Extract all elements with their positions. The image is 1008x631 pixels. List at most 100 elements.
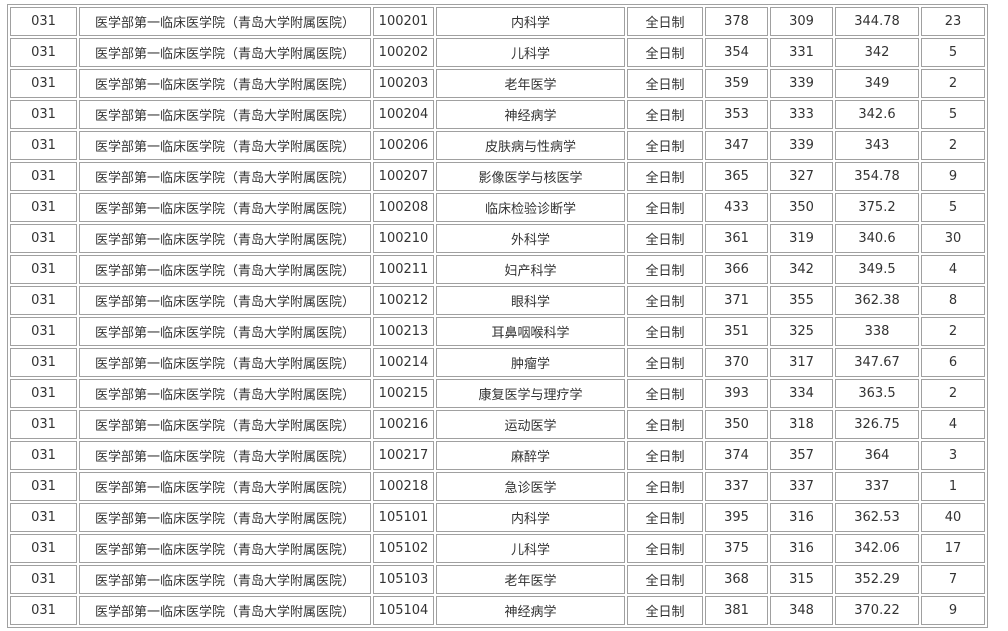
- major-name-cell: 神经病学: [436, 100, 625, 129]
- table-row: 031 医学部第一临床医学院（青岛大学附属医院） 100206 皮肤病与性病学 全日制 3…: [10, 131, 985, 160]
- college-code-cell: 031: [10, 131, 77, 160]
- table-row: 031 医学部第一临床医学院（青岛大学附属医院） 100204 神经病学 全日制 353 3…: [10, 100, 985, 129]
- avg-score-cell: 375.2: [835, 193, 919, 222]
- admitted-count-cell: 40: [921, 503, 985, 532]
- max-score-cell: 393: [705, 379, 768, 408]
- study-mode-cell: 全日制: [627, 317, 703, 346]
- max-score-cell: 374: [705, 441, 768, 470]
- college-code-cell: 031: [10, 7, 77, 36]
- min-score-cell: 318: [770, 410, 833, 439]
- table-row: 031 医学部第一临床医学院（青岛大学附属医院） 100208 临床检验诊断学 全日制 4…: [10, 193, 985, 222]
- major-code-cell: 100208: [373, 193, 434, 222]
- max-score-cell: 395: [705, 503, 768, 532]
- major-code-cell: 100211: [373, 255, 434, 284]
- college-code-cell: 031: [10, 379, 77, 408]
- major-code-cell: 105101: [373, 503, 434, 532]
- admitted-count-cell: 30: [921, 224, 985, 253]
- avg-score-cell: 363.5: [835, 379, 919, 408]
- major-name-cell: 老年医学: [436, 69, 625, 98]
- min-score-cell: 315: [770, 565, 833, 594]
- min-score-cell: 316: [770, 534, 833, 563]
- avg-score-cell: 338: [835, 317, 919, 346]
- study-mode-cell: 全日制: [627, 193, 703, 222]
- avg-score-cell: 343: [835, 131, 919, 160]
- college-name-cell: 医学部第一临床医学院（青岛大学附属医院）: [79, 565, 371, 594]
- max-score-cell: 366: [705, 255, 768, 284]
- college-code-cell: 031: [10, 317, 77, 346]
- major-code-cell: 100202: [373, 38, 434, 67]
- college-name-cell: 医学部第一临床医学院（青岛大学附属医院）: [79, 131, 371, 160]
- admitted-count-cell: 1: [921, 472, 985, 501]
- admitted-count-cell: 4: [921, 410, 985, 439]
- avg-score-cell: 349.5: [835, 255, 919, 284]
- avg-score-cell: 326.75: [835, 410, 919, 439]
- table-row: 031 医学部第一临床医学院（青岛大学附属医院） 100207 影像医学与核医学 全日制…: [10, 162, 985, 191]
- avg-score-cell: 354.78: [835, 162, 919, 191]
- major-name-cell: 康复医学与理疗学: [436, 379, 625, 408]
- study-mode-cell: 全日制: [627, 410, 703, 439]
- major-name-cell: 眼科学: [436, 286, 625, 315]
- college-code-cell: 031: [10, 472, 77, 501]
- min-score-cell: 333: [770, 100, 833, 129]
- min-score-cell: 339: [770, 131, 833, 160]
- college-name-cell: 医学部第一临床医学院（青岛大学附属医院）: [79, 596, 371, 625]
- college-code-cell: 031: [10, 286, 77, 315]
- study-mode-cell: 全日制: [627, 596, 703, 625]
- college-code-cell: 031: [10, 162, 77, 191]
- college-code-cell: 031: [10, 193, 77, 222]
- college-name-cell: 医学部第一临床医学院（青岛大学附属医院）: [79, 472, 371, 501]
- study-mode-cell: 全日制: [627, 7, 703, 36]
- table-row: 031 医学部第一临床医学院（青岛大学附属医院） 100210 外科学 全日制 361 31…: [10, 224, 985, 253]
- major-name-cell: 急诊医学: [436, 472, 625, 501]
- study-mode-cell: 全日制: [627, 224, 703, 253]
- study-mode-cell: 全日制: [627, 286, 703, 315]
- avg-score-cell: 342: [835, 38, 919, 67]
- max-score-cell: 371: [705, 286, 768, 315]
- college-name-cell: 医学部第一临床医学院（青岛大学附属医院）: [79, 162, 371, 191]
- avg-score-cell: 364: [835, 441, 919, 470]
- college-name-cell: 医学部第一临床医学院（青岛大学附属医院）: [79, 193, 371, 222]
- study-mode-cell: 全日制: [627, 503, 703, 532]
- major-name-cell: 影像医学与核医学: [436, 162, 625, 191]
- college-code-cell: 031: [10, 534, 77, 563]
- major-name-cell: 儿科学: [436, 38, 625, 67]
- table-body: 031 医学部第一临床医学院（青岛大学附属医院） 100201 内科学 全日制 378 30…: [10, 7, 985, 625]
- min-score-cell: 350: [770, 193, 833, 222]
- college-code-cell: 031: [10, 503, 77, 532]
- college-name-cell: 医学部第一临床医学院（青岛大学附属医院）: [79, 534, 371, 563]
- min-score-cell: 339: [770, 69, 833, 98]
- min-score-cell: 327: [770, 162, 833, 191]
- max-score-cell: 354: [705, 38, 768, 67]
- major-code-cell: 100214: [373, 348, 434, 377]
- avg-score-cell: 349: [835, 69, 919, 98]
- study-mode-cell: 全日制: [627, 441, 703, 470]
- admitted-count-cell: 5: [921, 100, 985, 129]
- college-name-cell: 医学部第一临床医学院（青岛大学附属医院）: [79, 69, 371, 98]
- major-name-cell: 内科学: [436, 503, 625, 532]
- college-code-cell: 031: [10, 410, 77, 439]
- max-score-cell: 347: [705, 131, 768, 160]
- college-name-cell: 医学部第一临床医学院（青岛大学附属医院）: [79, 286, 371, 315]
- major-name-cell: 运动医学: [436, 410, 625, 439]
- avg-score-cell: 342.06: [835, 534, 919, 563]
- min-score-cell: 316: [770, 503, 833, 532]
- table-row: 031 医学部第一临床医学院（青岛大学附属医院） 100211 妇产科学 全日制 366 3…: [10, 255, 985, 284]
- admitted-count-cell: 23: [921, 7, 985, 36]
- study-mode-cell: 全日制: [627, 565, 703, 594]
- min-score-cell: 309: [770, 7, 833, 36]
- avg-score-cell: 337: [835, 472, 919, 501]
- admitted-count-cell: 5: [921, 38, 985, 67]
- study-mode-cell: 全日制: [627, 255, 703, 284]
- table-row: 031 医学部第一临床医学院（青岛大学附属医院） 105104 神经病学 全日制 381 3…: [10, 596, 985, 625]
- college-code-cell: 031: [10, 596, 77, 625]
- min-score-cell: 331: [770, 38, 833, 67]
- admitted-count-cell: 3: [921, 441, 985, 470]
- avg-score-cell: 342.6: [835, 100, 919, 129]
- major-name-cell: 妇产科学: [436, 255, 625, 284]
- college-name-cell: 医学部第一临床医学院（青岛大学附属医院）: [79, 7, 371, 36]
- max-score-cell: 361: [705, 224, 768, 253]
- max-score-cell: 365: [705, 162, 768, 191]
- major-code-cell: 100216: [373, 410, 434, 439]
- major-code-cell: 100203: [373, 69, 434, 98]
- avg-score-cell: 352.29: [835, 565, 919, 594]
